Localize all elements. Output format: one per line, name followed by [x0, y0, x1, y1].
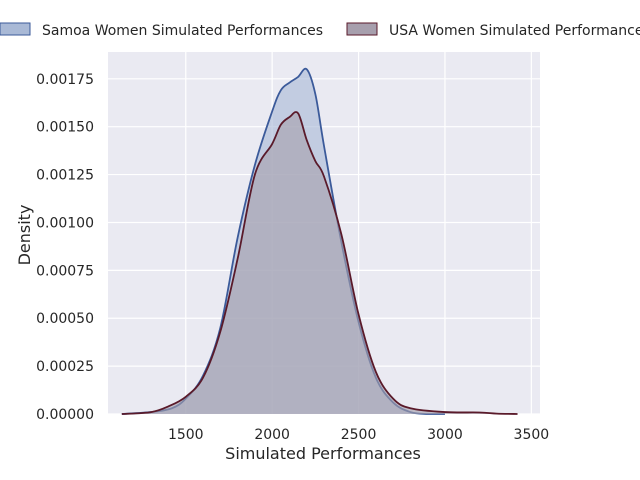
legend: Samoa Women Simulated Performances USA Wo… [0, 22, 640, 39]
x-tick-label: 2500 [341, 427, 377, 443]
y-axis-label: Density [15, 205, 34, 266]
legend-label-1: Samoa Women Simulated Performances [42, 23, 323, 39]
legend-swatch-2 [346, 22, 378, 36]
x-axis-label: Simulated Performances [225, 444, 421, 463]
y-tick-label: 0.00175 [36, 72, 94, 88]
y-tick-label: 0.00075 [36, 263, 94, 279]
series-layer [121, 67, 518, 415]
legend-swatch-1 [0, 22, 31, 36]
x-tick-label: 2000 [254, 427, 290, 443]
legend-label-2: USA Women Simulated Performances [389, 23, 640, 39]
x-tick-label: 3000 [427, 427, 463, 443]
x-tick-label: 1500 [168, 427, 204, 443]
x-axis-ticks: 1500 2000 2500 3000 3500 [168, 427, 549, 443]
series-area-2 [121, 112, 518, 414]
y-axis-ticks: 0.00000 0.00025 0.00050 0.00075 0.00100 0.001… [36, 72, 94, 423]
y-tick-label: 0.00150 [36, 120, 94, 136]
x-tick-label: 3500 [514, 427, 550, 443]
y-tick-label: 0.00125 [36, 168, 94, 184]
y-tick-label: 0.00100 [36, 215, 94, 231]
y-tick-label: 0.00050 [36, 311, 94, 327]
y-tick-label: 0.00000 [36, 407, 94, 423]
y-tick-label: 0.00025 [36, 359, 94, 375]
series-line-2 [121, 111, 518, 415]
